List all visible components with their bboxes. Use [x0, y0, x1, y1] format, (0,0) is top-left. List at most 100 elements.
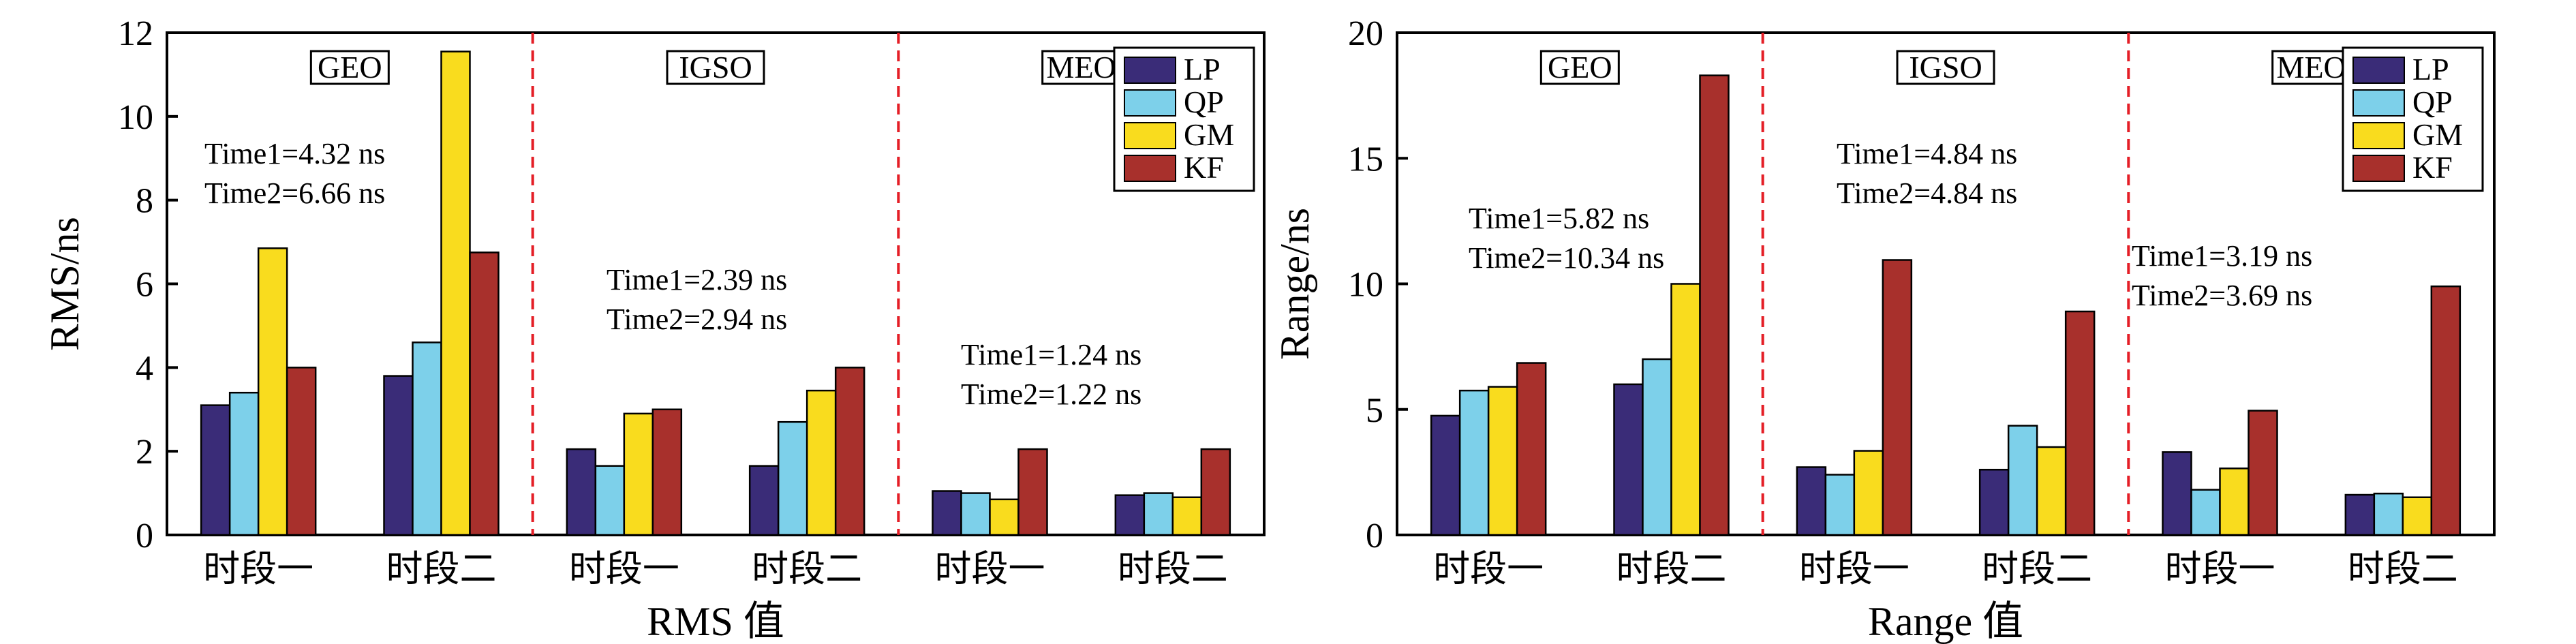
bar-qp [2190, 489, 2221, 536]
bar-gm [1853, 450, 1884, 536]
bar-kf [651, 408, 683, 536]
y-tick-label: 4 [136, 349, 153, 388]
x-tick-label: 时段一 [2165, 547, 2275, 590]
bar-lp [1114, 494, 1146, 536]
bar-lp [200, 404, 231, 536]
annotation-time2: Time2=2.94 ns [607, 303, 787, 336]
bar-qp [1143, 492, 1174, 536]
annotation-time2: Time2=1.22 ns [961, 378, 1141, 411]
group-label-box [2271, 50, 2352, 85]
bar-gm [440, 50, 471, 536]
bar-qp [960, 492, 991, 536]
legend-swatch-lp [1124, 57, 1176, 84]
legend-label-lp: LP [2412, 52, 2449, 87]
group-label: IGSO [1909, 50, 1982, 85]
bar-kf [1882, 259, 1913, 536]
bar-qp [2373, 492, 2404, 536]
x-tick-label: 时段一 [935, 547, 1045, 590]
bar-lp [2162, 451, 2192, 536]
bar-lp [748, 465, 780, 536]
bar-lp [1796, 466, 1827, 536]
bar-qp [228, 391, 260, 536]
bar-qp [1824, 474, 1856, 536]
annotation-time1: Time1=1.24 ns [961, 338, 1141, 371]
annotation-time2: Time2=3.69 ns [2132, 279, 2312, 312]
range-chart-panel: 0 5 10 15 20 时段一 时段二 时段一 时段二 时段一 时段二 GEO IGSO MEO Time… [1272, 14, 2496, 644]
bar-kf [469, 251, 500, 536]
annotation-time1: Time1=2.39 ns [607, 263, 787, 296]
legend-label-qp: QP [2412, 85, 2453, 119]
bar-qp [2007, 425, 2038, 536]
x-tick-label: 时段二 [386, 547, 497, 590]
x-tick-label: 时段二 [2348, 547, 2458, 590]
bar-gm [1487, 386, 1518, 536]
bar-qp [1458, 389, 1490, 536]
bar-lp [932, 490, 962, 536]
y-tick-label: 10 [1348, 266, 1383, 305]
annotation-time2: Time2=4.84 ns [1837, 177, 2017, 210]
legend-swatch-kf [2352, 155, 2405, 182]
annotation-time1: Time1=4.84 ns [1837, 137, 2017, 170]
bar-gm [989, 498, 1019, 536]
legend-swatch-gm [1124, 122, 1176, 149]
bar-gm [806, 389, 837, 536]
bar-kf [834, 367, 865, 536]
bar-qp [1642, 358, 1672, 536]
bar-kf [1699, 74, 1730, 536]
legend-swatch-lp [2352, 57, 2405, 84]
plot-frame [1396, 31, 2496, 536]
legend-swatch-gm [2352, 122, 2405, 149]
bar-kf [1200, 448, 1231, 536]
x-axis-title: Range 值 [1868, 599, 2023, 644]
annotation-time2: Time2=10.34 ns [1469, 241, 1664, 275]
y-tick-label: 12 [118, 14, 153, 53]
bar-gm [1670, 283, 1701, 536]
bar-lp [383, 375, 414, 536]
y-tick-label: 8 [136, 182, 153, 221]
x-tick-label: 时段二 [1616, 547, 1727, 590]
x-axis-title: RMS 值 [647, 599, 784, 644]
y-tick-label: 20 [1348, 14, 1383, 53]
group-label: MEO [2277, 50, 2346, 85]
legend-label-kf: KF [2412, 150, 2453, 185]
x-tick-label: 时段二 [1982, 547, 2092, 590]
annotation-time2: Time2=6.66 ns [204, 177, 385, 210]
bar-qp [594, 465, 626, 536]
x-tick-label: 时段一 [1799, 547, 1910, 590]
y-tick-label: 6 [136, 266, 153, 305]
y-tick-label: 2 [136, 433, 153, 472]
group-label-box [666, 50, 765, 85]
y-tick-label: 5 [1366, 391, 1383, 430]
bar-lp [2344, 493, 2376, 536]
bar-kf [1017, 448, 1048, 536]
bar-gm [2036, 446, 2067, 536]
legend-swatch-qp [1124, 89, 1176, 117]
legend-label-kf: KF [1184, 150, 1224, 185]
y-tick-label: 15 [1348, 140, 1383, 179]
rms-chart-panel: 0 2 4 6 8 10 12 时段一 时段二 时段一 时段二 时段一 时段二 GEO IGSO MEO Tim… [42, 14, 1266, 644]
annotation-time1: Time1=3.19 ns [2132, 239, 2312, 273]
bar-lp [1613, 383, 1644, 536]
legend-label-lp: LP [1184, 52, 1221, 87]
x-tick-label: 时段一 [203, 547, 313, 590]
bar-gm [2219, 467, 2250, 536]
bar-kf [2248, 410, 2278, 536]
bar-gm [257, 247, 288, 536]
bar-gm [623, 412, 654, 536]
legend-swatch-kf [1124, 155, 1176, 182]
legend-label-qp: QP [1184, 85, 1224, 119]
x-tick-label: 时段一 [1433, 547, 1544, 590]
bar-qp [777, 420, 808, 536]
x-tick-label: 时段二 [1118, 547, 1228, 590]
y-axis-title: Range/ns [1272, 208, 1317, 360]
x-tick-label: 时段一 [569, 547, 679, 590]
bar-kf [2064, 310, 2096, 536]
y-tick-label: 0 [136, 517, 153, 555]
legend-label-gm: GM [2412, 117, 2463, 152]
bar-qp [412, 341, 442, 536]
group-label: GEO [1548, 50, 1612, 85]
group-label-box [1896, 50, 1995, 85]
y-axis-title: RMS/ns [42, 217, 87, 351]
group-label: MEO [1047, 50, 1116, 85]
